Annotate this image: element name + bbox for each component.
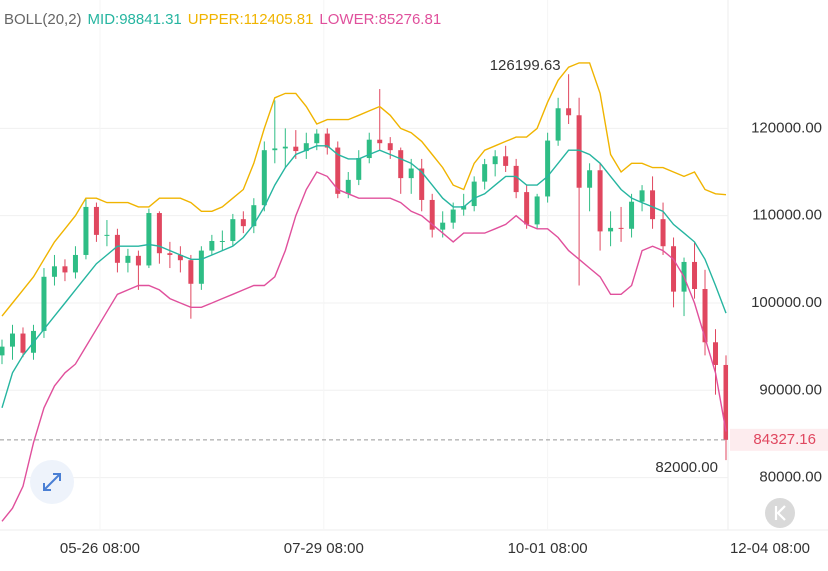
candle-body: [335, 147, 341, 194]
candle-body: [713, 342, 719, 365]
candle-body: [356, 158, 362, 180]
legend-entry: LOWER:85276.81: [319, 11, 441, 28]
band-line: [1, 145, 727, 409]
candle-body: [345, 179, 351, 194]
x-tick-label: 10-01 08:00: [508, 540, 588, 557]
candle-body: [429, 199, 435, 230]
candle-body: [440, 222, 446, 230]
legend: BOLL(20,2) MID:98841.31 UPPER:112405.81 LOW…: [4, 11, 441, 28]
candle-body: [576, 115, 582, 188]
candle-body: [62, 266, 68, 273]
candle-body: [692, 261, 698, 290]
candle-body: [650, 190, 656, 220]
candle-body: [566, 108, 572, 116]
candle-body: [419, 168, 425, 200]
candle-body: [219, 240, 225, 242]
candle-body: [597, 170, 603, 232]
y-tick-label: 90000.00: [759, 381, 822, 398]
grid: [0, 127, 728, 479]
candle-body: [209, 240, 215, 251]
candle-body: [618, 227, 624, 229]
candle-body: [471, 181, 477, 207]
candle-body: [261, 150, 267, 206]
candle-body: [156, 213, 162, 254]
candle-body: [555, 108, 561, 141]
candle-body: [660, 219, 666, 247]
legend-entry: MID:98841.31: [88, 11, 182, 28]
candle-body: [135, 255, 141, 266]
candle-body: [513, 165, 519, 193]
x-tick-label: 07-29 08:00: [284, 540, 364, 557]
candle-body: [324, 133, 330, 148]
candle-body: [482, 164, 488, 182]
candle-body: [503, 156, 509, 166]
candle-body: [534, 196, 540, 225]
candle-body: [83, 206, 89, 255]
candle-body: [177, 254, 183, 261]
candle-body: [240, 219, 246, 227]
y-tick-label: 100000.00: [751, 294, 822, 311]
y-tick-label: 120000.00: [751, 119, 822, 136]
expand-button[interactable]: [30, 460, 74, 504]
x-tick-label: 12-04 08:00: [730, 540, 810, 557]
candle-body: [198, 250, 204, 284]
candle-body: [671, 246, 677, 292]
candle-body: [639, 190, 645, 202]
candle-body: [398, 150, 404, 179]
candle-body: [9, 333, 15, 347]
candle-body: [314, 133, 320, 144]
candle-body: [104, 234, 110, 236]
candle-body: [366, 139, 372, 159]
x-tick-label: 05-26 08:00: [60, 540, 140, 557]
plot-area: [0, 62, 728, 522]
candle-body: [230, 219, 236, 241]
candle-body: [387, 143, 393, 151]
candle-body: [0, 346, 5, 356]
band-line: [1, 62, 727, 317]
candle-body: [125, 255, 131, 263]
band-line: [1, 171, 727, 522]
candle-body: [20, 333, 26, 353]
candle-body: [251, 205, 257, 227]
y-tick-label: 110000.00: [752, 207, 822, 224]
candle-body: [93, 206, 99, 235]
candle-body: [282, 146, 288, 149]
candle-body: [167, 253, 173, 255]
candle-body: [72, 254, 78, 273]
candle-body: [51, 266, 57, 277]
candle-body: [272, 148, 278, 151]
price-annotation: 82000.00: [655, 459, 718, 476]
candle-body: [702, 289, 708, 343]
last-price-label: 84327.16: [753, 431, 816, 448]
candle-body: [450, 209, 456, 223]
candle-body: [303, 143, 309, 152]
candle-body: [587, 170, 593, 188]
candle-body: [293, 146, 299, 152]
candle-body: [545, 140, 551, 197]
candle-body: [608, 227, 614, 232]
candle-body: [524, 192, 530, 225]
candle-body: [41, 276, 47, 331]
scroll-latest-button[interactable]: [765, 498, 795, 528]
candle-body: [492, 156, 498, 165]
candle-body: [723, 364, 728, 440]
candle-body: [146, 213, 152, 266]
candle-body: [114, 234, 120, 263]
last-price-tag: [730, 428, 828, 451]
legend-entry: UPPER:112405.81: [188, 11, 314, 28]
candle-body: [408, 168, 414, 179]
overlay: BOLL(20,2) MID:98841.31 UPPER:112405.81 LOW…: [0, 11, 828, 557]
y-tick-label: 80000.00: [759, 469, 822, 486]
candle-body: [377, 139, 383, 144]
candle-body: [188, 260, 194, 284]
price-annotation: 126199.63: [490, 57, 561, 74]
legend-entry: BOLL(20,2): [4, 11, 82, 28]
candle-body: [629, 201, 635, 229]
candle-body: [461, 206, 467, 210]
